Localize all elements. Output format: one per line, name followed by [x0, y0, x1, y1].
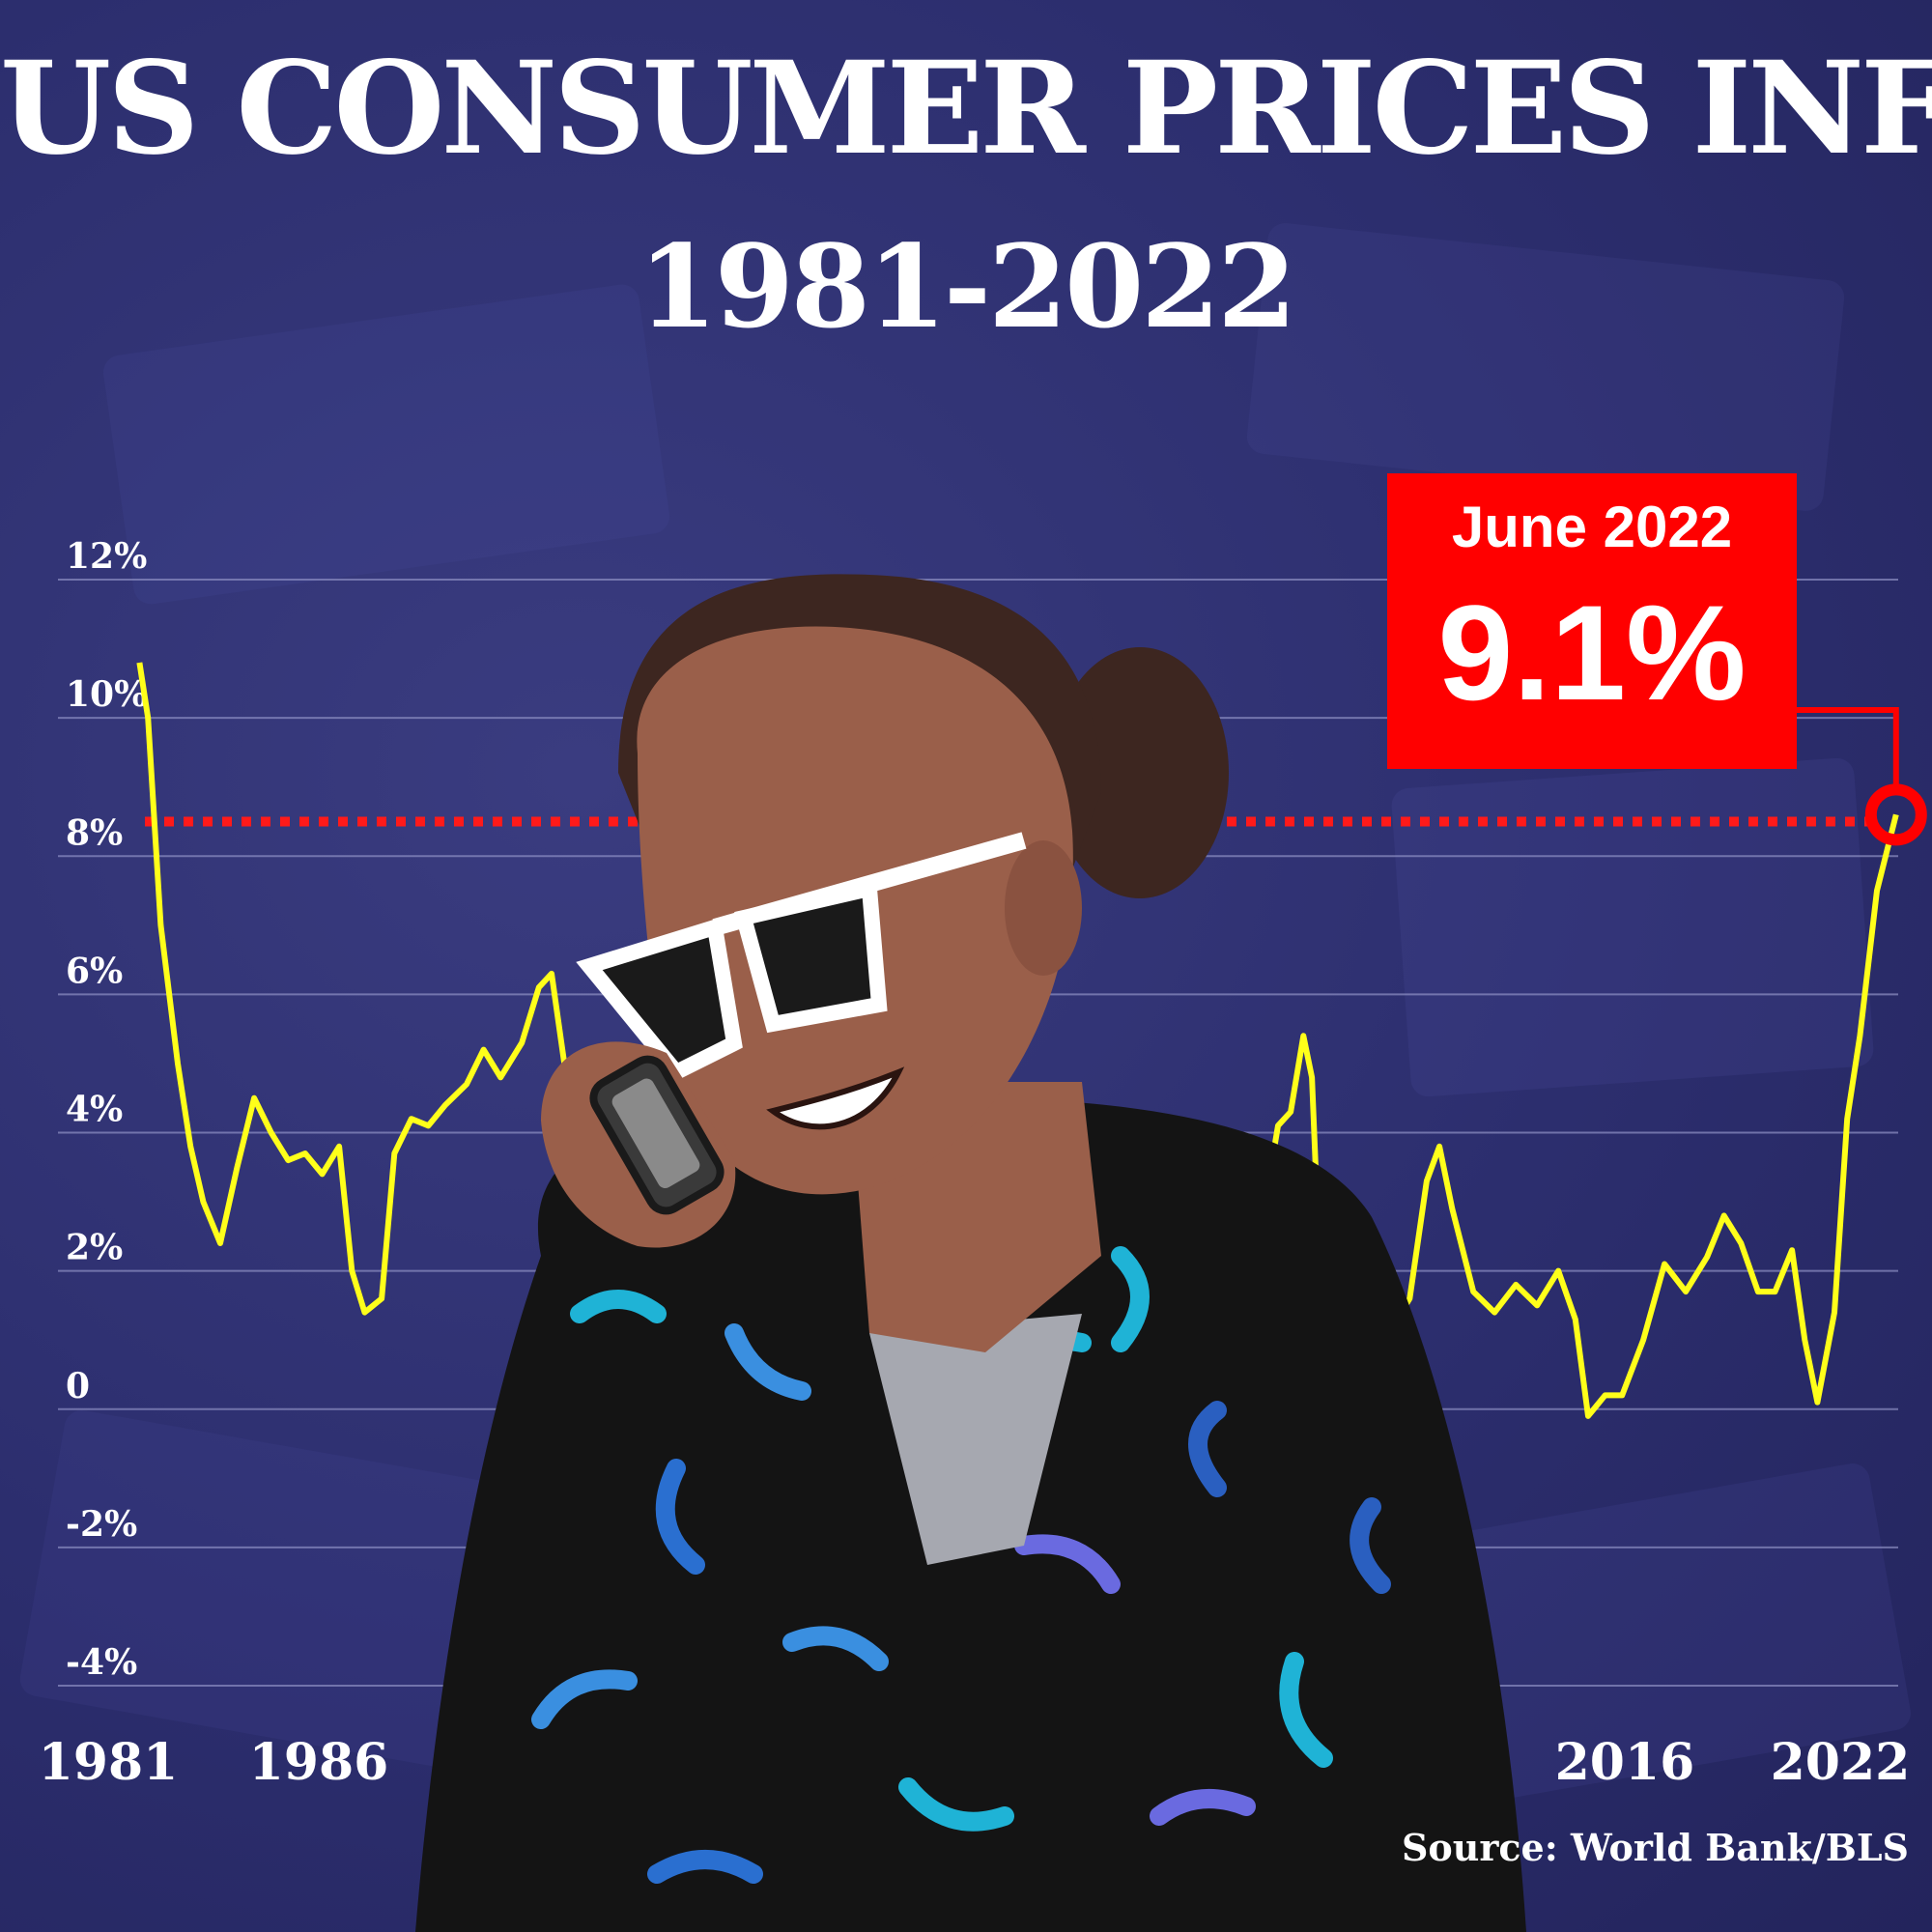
- y-tick-label: 12%: [66, 536, 147, 577]
- shirt: [869, 1314, 1082, 1565]
- x-tick-label: 2016: [1555, 1733, 1695, 1792]
- highlight-marker: [1864, 783, 1927, 846]
- y-tick-label: 10%: [66, 674, 147, 715]
- y-axis-ticks: 12% 10% 8% 6% 4% 2% 0 -2% -4%: [66, 536, 147, 1683]
- annotation-callout: June 2022 9.1%: [1387, 473, 1797, 769]
- smile: [766, 1066, 905, 1130]
- x-tick-label: 2022: [1771, 1733, 1911, 1792]
- y-tick-label: -2%: [66, 1504, 137, 1545]
- y-tick-label: 2%: [66, 1228, 123, 1268]
- phone-icon: [589, 1055, 724, 1215]
- illustration-woman: [415, 574, 1526, 1932]
- callout-connector: [1797, 707, 1899, 790]
- x-tick-label: 1986: [249, 1733, 389, 1792]
- ear: [1005, 840, 1082, 976]
- annotation-label: June 2022: [1451, 495, 1733, 559]
- x-tick-label: 1981: [39, 1733, 179, 1792]
- y-tick-label: 6%: [66, 951, 123, 991]
- y-tick-label: 4%: [66, 1090, 123, 1130]
- y-tick-label: -4%: [66, 1642, 137, 1683]
- chart-subtitle: 1981-2022: [638, 219, 1297, 354]
- y-tick-label: 0: [66, 1366, 90, 1406]
- sunglasses-icon: [576, 832, 1027, 1083]
- x-axis-ticks: 1981 1986 2016 2022: [39, 1733, 1911, 1792]
- chart-title: US CONSUMER PRICES INFLATION: [0, 34, 1932, 184]
- y-tick-label: 8%: [66, 812, 123, 853]
- annotation-value: 9.1%: [1437, 577, 1747, 728]
- source-note: Source: World Bank/BLS: [1401, 1826, 1909, 1869]
- hair-bun: [1051, 647, 1229, 898]
